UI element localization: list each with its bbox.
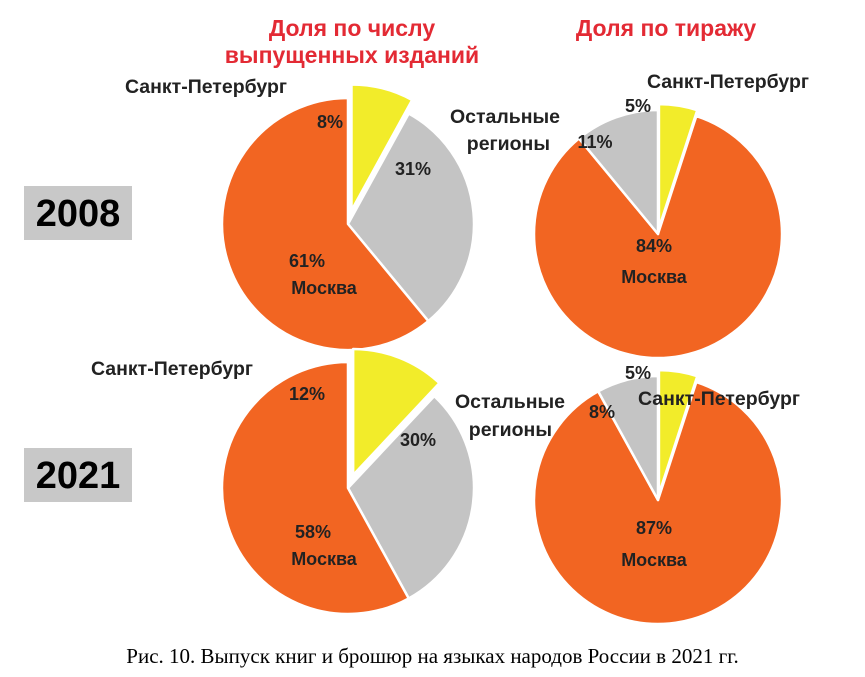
year-label-2008: 2008 (24, 186, 132, 240)
slice-value-spb: 8% (317, 112, 343, 132)
slice-name-spb: Санкт-Петербург (647, 71, 809, 93)
slice-name-moscow: Москва (291, 549, 358, 569)
slice-value-regions: 31% (395, 159, 431, 179)
pie-slice-regions (346, 394, 476, 600)
year-text: 2008 (36, 193, 121, 235)
pie-slice-regions (597, 374, 660, 502)
slice-value-moscow: 61% (289, 251, 325, 271)
header-left-line-2: выпущенных изданий (225, 42, 479, 68)
pie-slice-moscow (532, 380, 784, 626)
slice-name-moscow: Москва (621, 267, 688, 287)
slice-value-regions: 8% (589, 402, 615, 422)
pie-slice-regions (346, 112, 476, 323)
pie-slice-moscow (220, 360, 410, 616)
year-text: 2021 (36, 455, 121, 497)
year-box (24, 186, 132, 240)
slice-value-spb: 12% (289, 384, 325, 404)
pie-2008-circulation: 5% 84% 11% Москва Санкт-Петербург Остальные ре… (450, 71, 809, 360)
pie-slice-regions (577, 108, 660, 236)
slice-value-regions: 11% (577, 132, 612, 152)
header-right: Доля по тиражу (576, 15, 756, 41)
pie-2021-circulation: 5% 87% 8% Москва Санкт-Петербург Остальные рег… (455, 363, 800, 626)
slice-name-moscow: Москва (291, 278, 358, 298)
slice-name-regions-line-2: регионы (467, 133, 550, 155)
pie-slice-spb (657, 368, 699, 496)
slice-value-moscow: 84% (636, 236, 672, 256)
year-label-2021: 2021 (24, 448, 132, 502)
pie-2008-count: 8% 31% 61% Москва Санкт-Петербург (125, 76, 476, 352)
pie-slice-moscow (532, 114, 784, 360)
figure-caption: Рис. 10. Выпуск книг и брошюр на языках … (126, 644, 739, 668)
slice-name-spb: Санкт-Петербург (125, 76, 287, 98)
year-box (24, 448, 132, 502)
header-right-line-1: Доля по тиражу (576, 15, 756, 41)
header-left-line-1: Доля по числу (269, 15, 435, 41)
slice-value-moscow: 58% (295, 522, 331, 542)
pie-slice-spb (657, 102, 699, 230)
slice-value-spb: 5% (625, 96, 651, 116)
slice-value-regions: 30% (400, 430, 436, 450)
slice-value-spb: 5% (625, 363, 651, 383)
pie-2021-count: 12% 30% 58% Москва Санкт-Петербург (91, 347, 476, 616)
slice-name-regions-line-1: Остальные (455, 391, 565, 413)
pie-slice-spb (351, 347, 441, 477)
slice-name-spb: Санкт-Петербург (638, 388, 800, 410)
slice-name-regions-line-2: регионы (469, 419, 552, 441)
slice-name-regions-line-1: Остальные (450, 106, 560, 128)
slice-name-moscow: Москва (621, 550, 688, 570)
slice-value-moscow: 87% (636, 518, 672, 538)
slice-name-spb: Санкт-Петербург (91, 358, 253, 380)
pie-slice-spb (350, 83, 414, 212)
